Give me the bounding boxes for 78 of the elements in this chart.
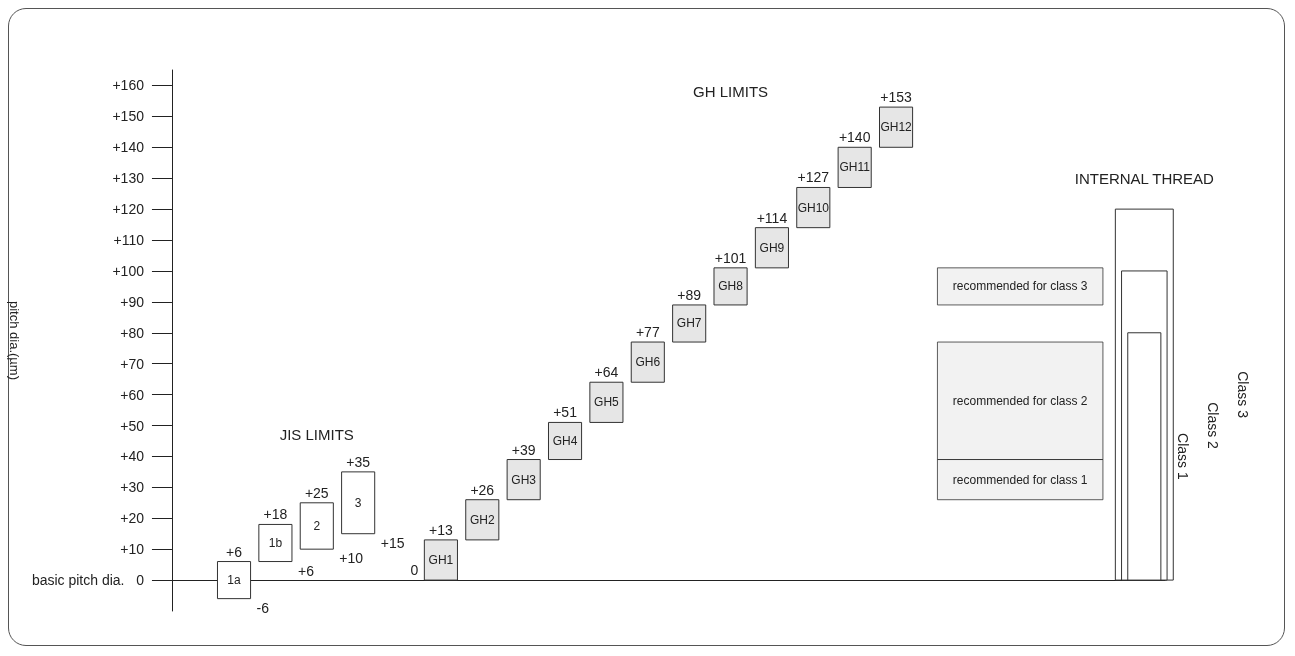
bar	[589, 381, 624, 423]
band-label: recommended for class 3	[952, 279, 1088, 294]
y-tick-label: +10	[120, 541, 145, 558]
x-tick-label: GH9	[759, 240, 785, 255]
x-tick-label: GH5	[594, 395, 620, 410]
y-tick-label: +90	[120, 293, 145, 310]
bar	[672, 304, 707, 343]
x-tick-label: 1b	[268, 535, 283, 550]
annotation: INTERNAL THREAD	[1074, 169, 1215, 187]
annotation: 0	[410, 562, 419, 579]
bar	[837, 146, 872, 188]
y-tick-label: +70	[120, 355, 145, 372]
y-tick-label: +120	[112, 201, 145, 218]
y-tick-label: +30	[120, 479, 145, 496]
x-tick-label: GH7	[676, 316, 702, 331]
y-tick-label: +80	[120, 324, 145, 341]
annotation: +15	[380, 534, 405, 551]
annotation: +127	[797, 169, 830, 186]
x-tick-label: 3	[354, 495, 362, 510]
text: Class 1	[1174, 433, 1191, 480]
x-tick-label: GH12	[880, 120, 913, 135]
annotation: +6	[226, 543, 243, 560]
bar	[879, 106, 914, 148]
x-tick-label: GH11	[839, 160, 871, 175]
annotation: -6	[256, 599, 270, 616]
x-tick-label: GH10	[797, 200, 830, 215]
x-tick-label: GH1	[428, 552, 454, 567]
bar	[341, 471, 376, 535]
x-tick-label: GH2	[469, 512, 495, 527]
bar	[216, 561, 252, 600]
x-tick-label: GH4	[552, 433, 578, 448]
annotation: +51	[553, 404, 578, 421]
annotation: GH LIMITS	[693, 83, 769, 101]
y-axis-title: pitch dia.(µm)	[7, 300, 22, 381]
x-tick-label: GH6	[635, 355, 661, 370]
annotation: +25	[304, 484, 329, 501]
annotation: +114	[756, 209, 788, 226]
y-tick-label: +110	[113, 232, 145, 249]
x-tick-label: 2	[313, 518, 321, 533]
y-tick-label: +130	[112, 170, 145, 187]
annotation: +6	[297, 562, 315, 579]
text: Class 2	[1204, 402, 1221, 450]
bar	[506, 459, 541, 501]
annotation: +26	[470, 481, 495, 498]
annotation: +64	[594, 364, 619, 381]
bar	[754, 227, 789, 269]
annotation: JIS LIMITS	[279, 426, 354, 444]
annotation: +18	[263, 506, 288, 523]
y-tick-label: +20	[120, 510, 145, 527]
annotation: +35	[346, 453, 371, 470]
text: Class 3	[1234, 371, 1251, 419]
annotation: +101	[714, 249, 747, 266]
annotation: +10	[339, 550, 364, 567]
y-tick-label: +60	[120, 386, 145, 403]
y-tick-label: +140	[112, 139, 145, 156]
band-label: recommended for class 2	[952, 393, 1088, 408]
x-tick-label: GH3	[511, 472, 537, 487]
annotation: +89	[677, 286, 702, 303]
y-tick-label: +150	[112, 108, 145, 125]
band-label: recommended for class 1	[952, 472, 1088, 487]
y-tick-label: +160	[112, 77, 145, 94]
y-tick-label: +100	[112, 262, 145, 279]
bar	[423, 539, 458, 581]
bar	[465, 499, 500, 541]
annotation: +153	[880, 89, 913, 106]
bar	[299, 502, 334, 550]
bar	[713, 267, 748, 306]
annotation: +39	[511, 441, 536, 458]
bar	[630, 341, 665, 383]
y-tick-label: +50	[120, 417, 145, 434]
annotation: +77	[635, 324, 660, 341]
bar	[258, 523, 293, 563]
x-tick-label: 1a	[227, 573, 242, 588]
annotation: +13	[429, 521, 453, 538]
annotation: +140	[838, 129, 871, 146]
y-tick-label: basic pitch dia. 0	[31, 572, 145, 589]
y-tick-label: +40	[120, 448, 145, 465]
x-tick-label: GH8	[718, 279, 744, 294]
